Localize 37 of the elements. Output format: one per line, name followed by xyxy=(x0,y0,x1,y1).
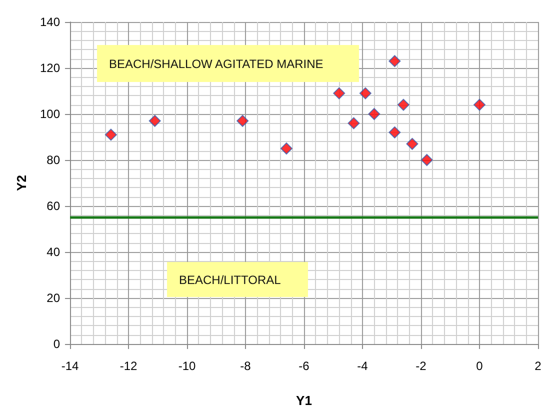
point xyxy=(388,126,401,138)
x-axis-title: Y1 xyxy=(296,393,312,408)
annotation: BEACH/LITTORAL xyxy=(179,272,281,286)
point xyxy=(388,55,401,68)
y-tick-label: 0 xyxy=(53,337,60,351)
x-tick-label: -4 xyxy=(357,359,368,373)
point xyxy=(406,138,418,150)
y-tick-label: 100 xyxy=(40,107,60,121)
x-tick-label: -8 xyxy=(240,359,252,373)
y-tick-label: 120 xyxy=(40,61,60,75)
y-tick-label: 60 xyxy=(46,199,60,213)
x-tick-label: -12 xyxy=(120,359,138,373)
point xyxy=(236,114,249,127)
point xyxy=(348,117,360,130)
annotation: BEACH/SHALLOW AGITATED MARINE xyxy=(109,56,324,70)
label-box: BEACH/LITTORAL xyxy=(167,262,308,297)
x-tick-label: -2 xyxy=(416,359,427,373)
point xyxy=(333,87,346,100)
point xyxy=(104,128,117,141)
point xyxy=(148,114,161,127)
x-tick-label: -14 xyxy=(61,359,79,373)
y-tick-label: 80 xyxy=(46,153,60,167)
point xyxy=(359,87,372,100)
x-tick-label: -10 xyxy=(178,359,196,373)
x-tick-label: 0 xyxy=(476,359,484,373)
point xyxy=(474,98,486,111)
point xyxy=(420,154,433,166)
y-tick-label: 20 xyxy=(46,291,60,305)
point xyxy=(280,142,292,154)
y-axis-title: Y2 xyxy=(14,175,29,191)
point xyxy=(368,108,380,120)
x-tick-label: -6 xyxy=(298,359,310,373)
point xyxy=(397,98,410,111)
x-tick-label: 2 xyxy=(534,359,542,373)
label-box: BEACH/SHALLOW AGITATED MARINE xyxy=(97,45,359,82)
y-tick-label: 40 xyxy=(46,245,60,259)
y-tick-label: 140 xyxy=(40,15,60,29)
